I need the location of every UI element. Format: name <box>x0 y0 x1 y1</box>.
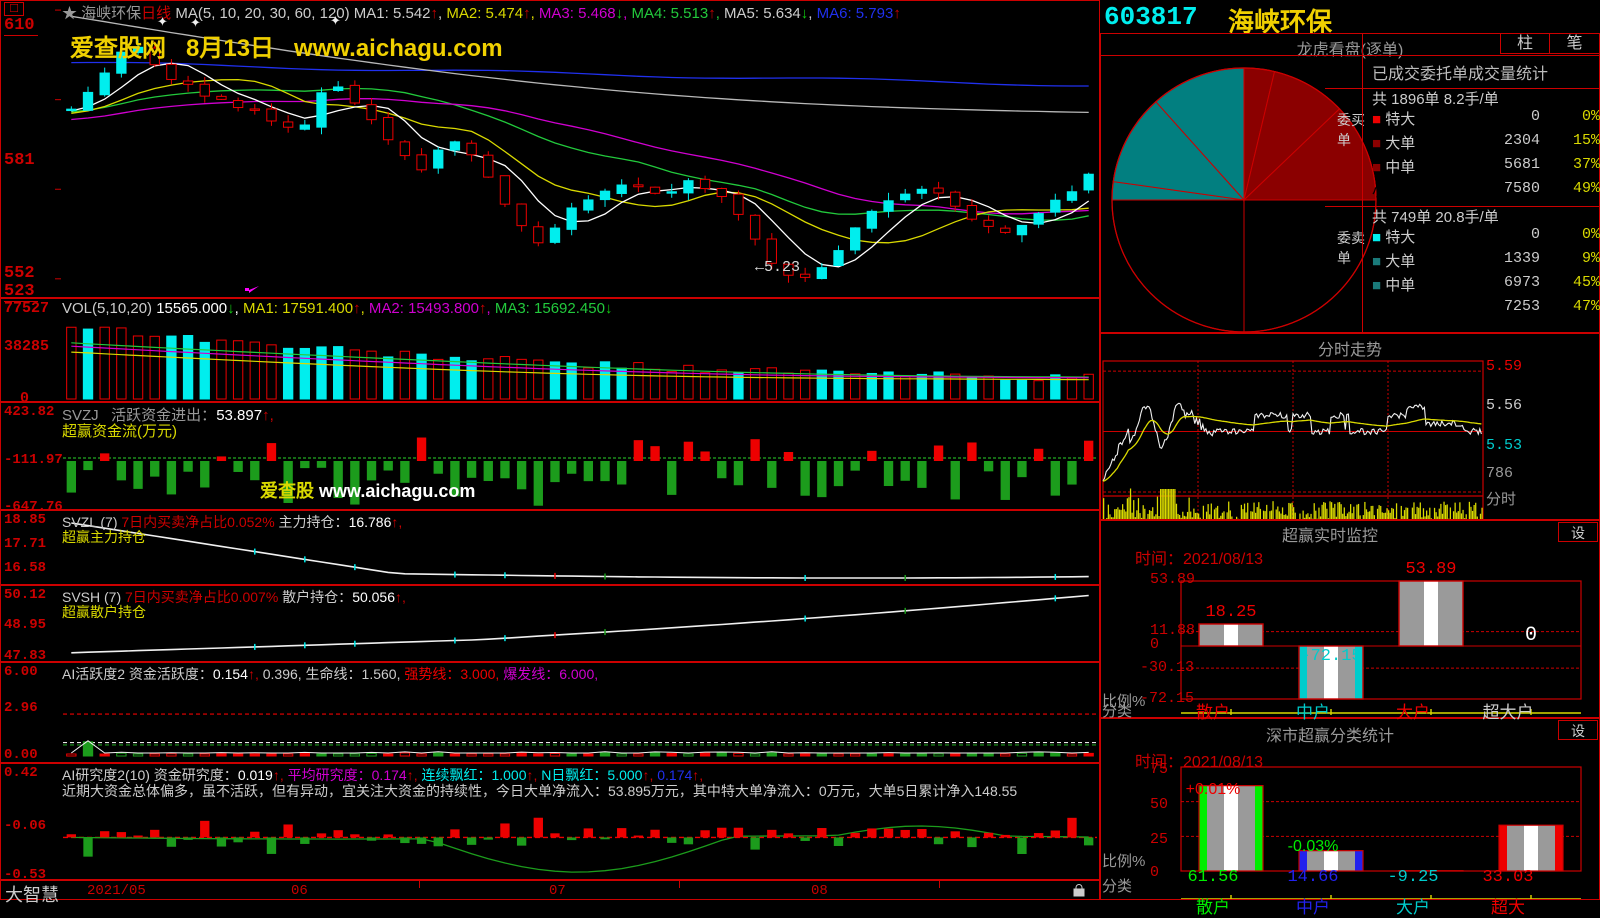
svg-text:-72.15: -72.15 <box>1300 647 1361 666</box>
svg-text:0: 0 <box>1525 624 1537 647</box>
svg-text:18.25: 18.25 <box>1205 603 1256 622</box>
